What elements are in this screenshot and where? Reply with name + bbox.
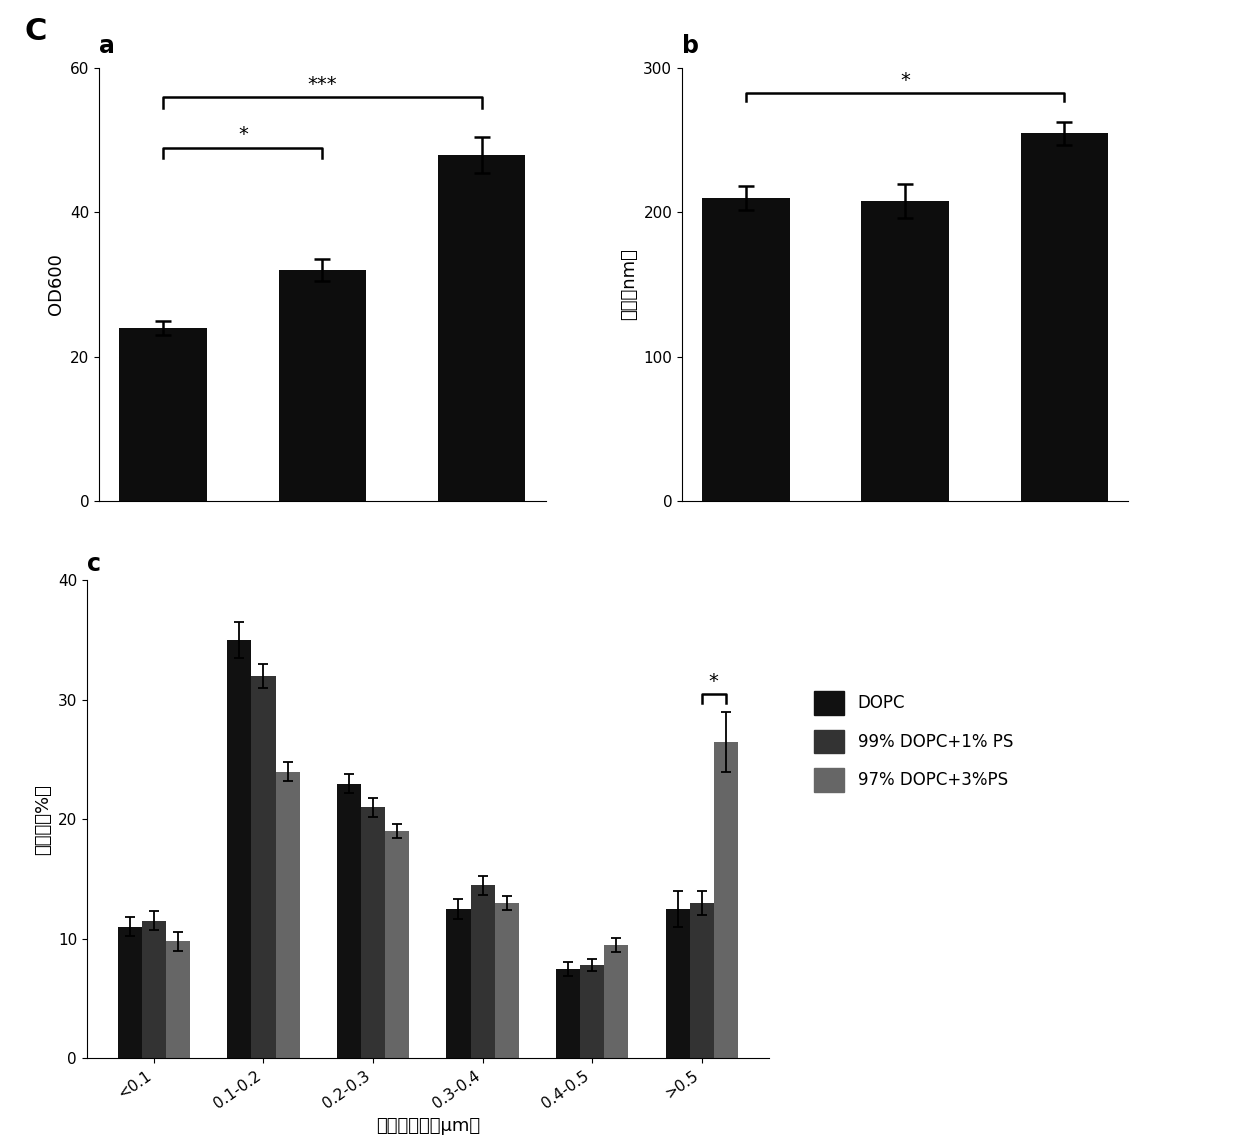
Bar [470,885,495,1058]
Bar [275,772,300,1058]
Y-axis label: OD600: OD600 [47,254,64,315]
Text: *: * [238,125,248,145]
X-axis label: 脂肪体直径（μm）: 脂肪体直径（μm） [376,1116,480,1135]
Bar [252,676,275,1058]
Legend: DOPC, 99% DOPC+1% PS, 97% DOPC+3%PS: DOPC, 99% DOPC+1% PS, 97% DOPC+3%PS [815,691,1013,792]
Bar [166,941,190,1058]
Bar [118,926,141,1058]
Text: a: a [99,34,115,58]
Bar [337,783,361,1058]
Text: c: c [87,552,100,576]
Text: *: * [709,673,719,691]
Y-axis label: 百分比（%）: 百分比（%） [35,784,52,855]
Bar [141,921,166,1058]
Bar [714,742,738,1058]
Bar [279,270,366,501]
Bar [556,968,580,1058]
Bar [446,909,470,1058]
Bar [580,965,604,1058]
Bar [361,808,386,1058]
Bar [604,945,629,1058]
Y-axis label: 粒径（nm）: 粒径（nm） [620,248,637,321]
Bar [862,201,949,501]
Bar [666,909,689,1058]
Bar [227,640,252,1058]
Bar [386,831,409,1058]
Bar [689,904,714,1058]
Bar [495,904,518,1058]
Text: ***: *** [308,75,337,93]
Bar [119,328,207,501]
Text: *: * [900,72,910,90]
Text: b: b [682,34,699,58]
Bar [438,155,526,501]
Text: C: C [25,17,47,46]
Bar [702,198,790,501]
Bar [1021,133,1109,501]
